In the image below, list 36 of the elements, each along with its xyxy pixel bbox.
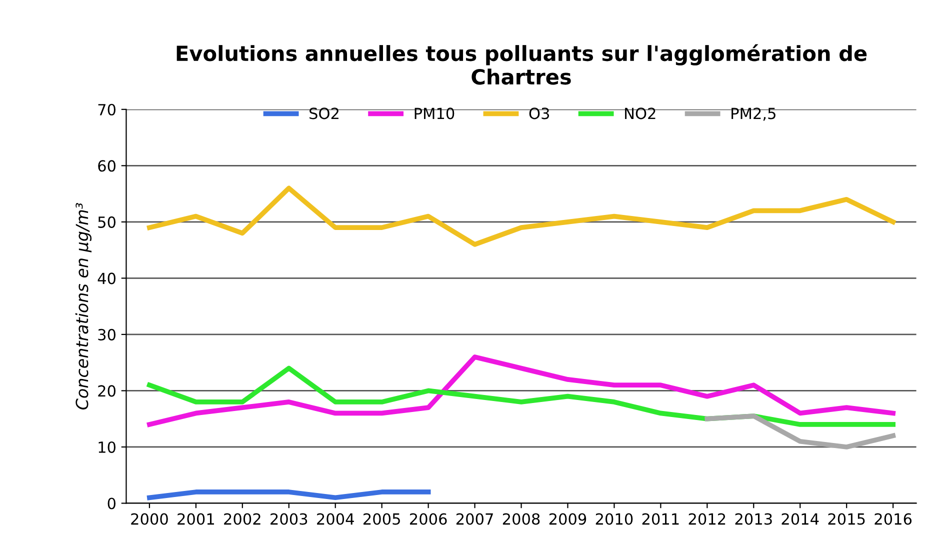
y-tick-label: 20 xyxy=(98,385,116,397)
line-series xyxy=(147,354,896,427)
legend-label: O3 xyxy=(529,108,550,120)
y-tick-label: 70 xyxy=(98,104,116,116)
x-tick-label: 2009 xyxy=(549,513,586,525)
x-tick-label: 2014 xyxy=(782,513,819,525)
line-series xyxy=(704,414,896,450)
x-tick-label: 2001 xyxy=(178,513,214,525)
line-series xyxy=(147,186,896,247)
x-tick-label: 2002 xyxy=(224,513,260,525)
x-tick-label: 2006 xyxy=(410,513,447,525)
y-tick-label: 40 xyxy=(98,272,116,284)
x-tick-label: 2013 xyxy=(735,513,772,525)
x-tick-label: 2016 xyxy=(874,513,912,525)
legend-label: SO2 xyxy=(310,108,338,120)
y-tick-label: 60 xyxy=(98,160,116,172)
y-tick-label: 50 xyxy=(98,216,116,228)
x-tick-label: 2010 xyxy=(596,513,633,525)
x-tick-label: 2004 xyxy=(317,513,354,525)
x-tick-label: 2011 xyxy=(642,513,679,525)
y-tick-label: 0 xyxy=(108,498,116,510)
x-tick-label: 2015 xyxy=(828,513,865,525)
legend-label: PM10 xyxy=(414,108,454,120)
x-tick-label: 2005 xyxy=(364,513,400,525)
x-tick-label: 2000 xyxy=(131,513,168,525)
y-tick-label: 10 xyxy=(98,441,116,453)
chart-title: Evolutions annuelles tous polluants sur l'agglomération de Chartres xyxy=(176,44,867,85)
x-tick-label: 2003 xyxy=(270,513,308,525)
y-tick-label: 30 xyxy=(98,328,116,340)
y-axis-title: Concentrations en µg/m³ xyxy=(75,203,92,410)
x-tick-label: 2007 xyxy=(456,513,493,525)
legend-label: PM2,5 xyxy=(732,108,776,121)
line-series xyxy=(147,366,896,427)
x-tick-label: 2012 xyxy=(688,513,726,525)
legend-label: NO2 xyxy=(625,108,656,120)
x-tick-label: 2008 xyxy=(502,513,540,525)
